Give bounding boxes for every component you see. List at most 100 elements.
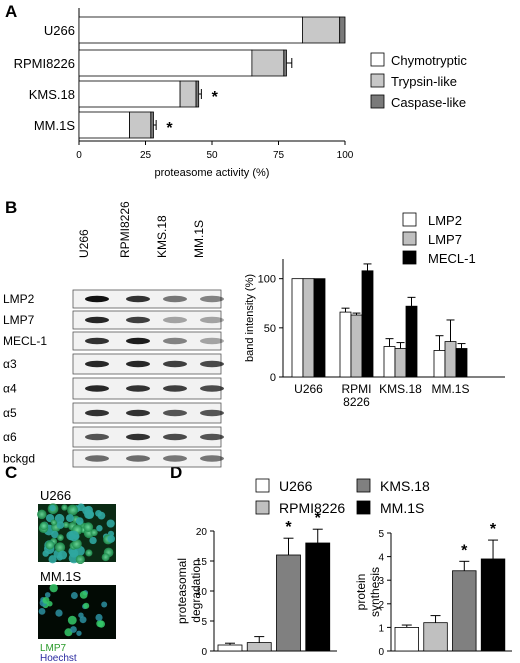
c-cell-u266: [58, 550, 68, 560]
a-significance-marker: *: [166, 120, 173, 137]
d-left-y-tick-label: 5: [201, 617, 207, 628]
a-x-axis-title: proteasome activity (%): [155, 167, 270, 179]
blot-row-label: LMP7: [3, 313, 35, 327]
c-cell-mm1s: [38, 607, 46, 615]
d-left-bar: [246, 642, 272, 652]
blot-band: [85, 337, 109, 345]
a-category-label: KMS.18: [29, 87, 75, 102]
b-bar: [361, 270, 374, 378]
c-cell-u266: [84, 509, 94, 520]
b-category-label: 8226: [343, 395, 370, 409]
blot-band: [126, 385, 150, 392]
a-category-label: RPMI8226: [14, 56, 75, 71]
d-right-y-tick-label: 4: [378, 553, 384, 564]
blot-band: [85, 316, 109, 324]
d-legend-swatch: [356, 500, 371, 515]
blot-lane-label: U266: [77, 229, 91, 258]
a-bar-segment: [302, 16, 341, 44]
c-cell-u266: [83, 522, 94, 533]
c-cell-u266: [68, 530, 80, 542]
c-cell-mm1s: [47, 601, 53, 607]
d-right-bar: [452, 570, 477, 652]
blot-row-label: bckgd: [3, 452, 35, 466]
a-legend-swatch: [370, 52, 385, 67]
b-category-label: RPMI: [342, 382, 372, 396]
c-cell-u266: [67, 504, 79, 516]
b-bar: [455, 348, 468, 378]
d-right-y-tick-label: 0: [378, 647, 384, 658]
a-x-tick-label: 0: [76, 150, 82, 161]
b-bar: [405, 305, 418, 378]
blot-band: [85, 295, 109, 303]
blot-band: [85, 360, 109, 368]
d-left-y-axis-title: degradation: [189, 559, 203, 622]
a-bar-segment: [78, 49, 253, 77]
d-left-y-tick-label: 0: [201, 647, 207, 658]
blot-row-label: MECL-1: [3, 334, 47, 348]
blot-row-label: α3: [3, 357, 17, 371]
a-legend-label: Trypsin-like: [391, 74, 457, 89]
c-image-label-mm1s: MM.1S: [40, 569, 82, 584]
d-right-bar: [423, 622, 448, 652]
b-legend-label: LMP7: [428, 232, 462, 247]
b-y-tick-label: 0: [270, 372, 276, 384]
b-y-tick-label: 100: [258, 274, 276, 286]
d-left-bar: [217, 644, 243, 652]
blot-band: [163, 455, 187, 462]
a-category-label: MM.1S: [34, 118, 76, 133]
panel-label-d: D: [170, 463, 182, 482]
a-x-tick-label: 100: [337, 150, 354, 161]
blot-band: [163, 337, 187, 345]
c-cell-mm1s: [55, 609, 63, 617]
blot-lane-label: KMS.18: [155, 215, 169, 258]
d-legend-swatch: [356, 478, 371, 493]
c-cell-mm1s: [101, 601, 108, 608]
d-right-y-axis-title: synthesis: [368, 567, 382, 617]
blot-band: [85, 385, 109, 392]
b-legend-swatch: [402, 250, 417, 265]
blot-band: [126, 455, 150, 462]
c-cell-mm1s: [49, 583, 58, 593]
a-bar-segment: [78, 16, 303, 44]
blot-band: [163, 360, 187, 368]
blot-band: [163, 295, 187, 303]
c-cell-mm1s: [79, 591, 88, 599]
blot-band: [126, 316, 150, 324]
c-cell-mm1s: [95, 613, 103, 622]
blot-band: [126, 433, 150, 441]
a-bar-segment: [339, 16, 346, 44]
c-cell-u266: [54, 542, 66, 553]
c-cell-mm1s: [67, 615, 77, 625]
blot-band: [200, 409, 224, 417]
a-legend-label: Caspase-like: [391, 95, 466, 110]
d-left-y-axis-title: proteasomal: [175, 558, 189, 624]
d-right-y-tick-label: 2: [378, 600, 384, 611]
b-category-label: U266: [294, 382, 323, 396]
blot-band: [126, 295, 150, 303]
c-cell-u266: [89, 536, 97, 545]
c-cell-u266: [71, 538, 82, 549]
d-legend-swatch: [255, 500, 270, 515]
blot-band: [85, 433, 109, 441]
c-cell-mm1s: [42, 596, 50, 604]
c-cell-u266: [75, 517, 84, 525]
a-x-tick-label: 25: [140, 150, 152, 161]
panel-label-a: A: [5, 2, 17, 21]
blot-band: [200, 295, 224, 303]
a-category-label: U266: [44, 23, 75, 38]
d-right-y-axis-title: protein: [354, 574, 368, 611]
d-left-y-tick-label: 20: [196, 527, 208, 538]
blot-row-label: α4: [3, 382, 17, 396]
c-cell-u266: [106, 519, 115, 528]
d-left-significance-marker: *: [315, 510, 322, 527]
c-cell-mm1s: [83, 602, 90, 609]
b-bar: [433, 350, 446, 378]
blot-band: [200, 360, 224, 368]
d-right-significance-marker: *: [461, 542, 468, 559]
blot-band: [126, 409, 150, 417]
d-right-y-tick-label: 5: [378, 529, 384, 540]
c-cell-u266: [54, 513, 65, 524]
blot-band: [200, 433, 224, 441]
c-cell-u266: [85, 549, 93, 557]
